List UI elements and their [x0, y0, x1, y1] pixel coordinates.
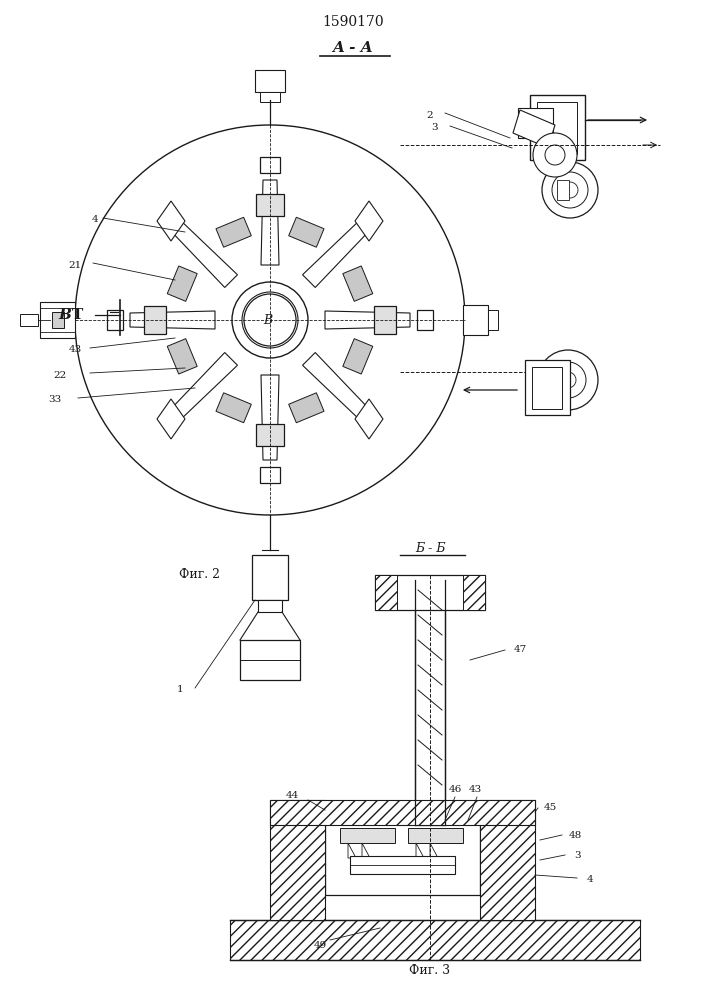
Bar — [463, 575, 485, 610]
Polygon shape — [430, 843, 438, 858]
Polygon shape — [343, 266, 373, 301]
Bar — [52, 312, 64, 328]
Text: 3: 3 — [432, 123, 438, 132]
Bar — [408, 828, 463, 843]
Polygon shape — [107, 310, 123, 330]
Text: Фиг. 2: Фиг. 2 — [180, 568, 221, 582]
Polygon shape — [348, 843, 356, 858]
Bar — [537, 102, 577, 154]
Polygon shape — [216, 217, 251, 247]
Text: 1: 1 — [177, 686, 183, 694]
Polygon shape — [343, 339, 373, 374]
Text: 4: 4 — [587, 876, 593, 884]
Polygon shape — [166, 216, 238, 287]
Bar — [40, 302, 75, 338]
Polygon shape — [355, 201, 383, 241]
Text: 21: 21 — [69, 260, 81, 269]
Circle shape — [542, 162, 598, 218]
Text: 3: 3 — [575, 850, 581, 859]
Bar — [260, 92, 280, 102]
Polygon shape — [256, 424, 284, 446]
Bar — [375, 575, 397, 610]
Bar — [530, 95, 585, 160]
Circle shape — [560, 372, 576, 388]
Text: 43: 43 — [468, 786, 481, 794]
Text: 46: 46 — [448, 786, 462, 794]
Text: 48: 48 — [568, 830, 582, 840]
Polygon shape — [157, 399, 185, 439]
Polygon shape — [513, 110, 555, 148]
Text: A - A: A - A — [333, 41, 373, 55]
Circle shape — [75, 125, 465, 515]
Text: 4: 4 — [92, 216, 98, 225]
Circle shape — [533, 133, 577, 177]
Bar — [325, 820, 480, 895]
Text: 1590170: 1590170 — [322, 15, 384, 29]
Polygon shape — [260, 157, 280, 173]
Polygon shape — [166, 353, 238, 424]
Bar — [340, 828, 395, 843]
Bar — [480, 800, 535, 920]
Polygon shape — [168, 339, 197, 374]
Bar — [518, 108, 553, 138]
Text: В: В — [264, 314, 273, 326]
Circle shape — [232, 282, 308, 358]
Bar — [255, 70, 285, 92]
Bar — [463, 305, 488, 335]
Polygon shape — [288, 393, 324, 423]
Circle shape — [562, 182, 578, 198]
Polygon shape — [417, 310, 433, 330]
Bar — [350, 856, 455, 874]
Bar — [270, 800, 535, 825]
Polygon shape — [416, 843, 424, 858]
Polygon shape — [355, 399, 383, 439]
Text: В: В — [59, 308, 71, 322]
Polygon shape — [157, 201, 185, 241]
Text: 22: 22 — [53, 370, 66, 379]
Bar — [557, 180, 569, 200]
Bar — [415, 580, 445, 825]
Polygon shape — [362, 843, 370, 858]
Text: Б - Б: Б - Б — [415, 542, 445, 554]
Bar — [240, 640, 300, 680]
Circle shape — [242, 292, 298, 348]
Polygon shape — [288, 217, 324, 247]
Polygon shape — [216, 393, 251, 423]
Polygon shape — [303, 216, 374, 287]
Polygon shape — [260, 467, 280, 483]
Circle shape — [552, 172, 588, 208]
Text: 33: 33 — [48, 395, 62, 404]
Polygon shape — [261, 180, 279, 265]
Bar — [20, 314, 38, 326]
Text: Т: Т — [72, 308, 83, 322]
Ellipse shape — [244, 294, 296, 346]
Bar — [532, 367, 562, 409]
Polygon shape — [261, 375, 279, 460]
Polygon shape — [325, 311, 410, 329]
Text: 47: 47 — [513, 646, 527, 654]
Circle shape — [550, 362, 586, 398]
Bar — [375, 575, 485, 610]
Polygon shape — [130, 311, 215, 329]
Circle shape — [538, 350, 598, 410]
Bar — [525, 360, 570, 415]
Bar — [252, 555, 288, 600]
Circle shape — [545, 145, 565, 165]
Polygon shape — [303, 353, 374, 424]
Polygon shape — [144, 306, 166, 334]
Bar — [230, 920, 640, 960]
Text: Фиг. 3: Фиг. 3 — [409, 964, 450, 976]
Text: 43: 43 — [69, 346, 81, 355]
Bar — [488, 310, 498, 330]
Bar — [270, 800, 325, 920]
Text: 49: 49 — [313, 940, 327, 950]
Polygon shape — [168, 266, 197, 301]
Polygon shape — [256, 194, 284, 216]
Text: 44: 44 — [286, 790, 298, 800]
Text: 45: 45 — [544, 804, 556, 812]
Text: 2: 2 — [427, 110, 433, 119]
Polygon shape — [374, 306, 396, 334]
Bar — [258, 600, 282, 612]
